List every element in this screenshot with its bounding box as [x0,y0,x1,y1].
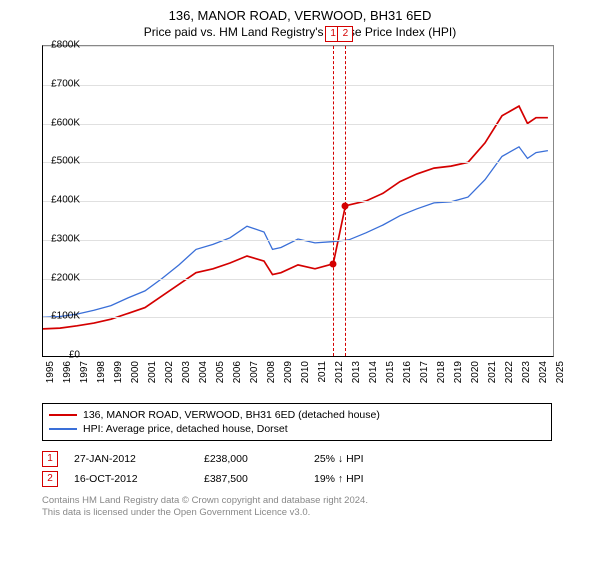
legend: 136, MANOR ROAD, VERWOOD, BH31 6ED (deta… [42,403,552,441]
sale-marker-icon: 2 [42,471,58,487]
chart-title: 136, MANOR ROAD, VERWOOD, BH31 6ED [0,8,600,23]
x-tick-label: 2020 [470,361,481,383]
attribution-line: This data is licensed under the Open Gov… [42,507,552,519]
x-tick-label: 2006 [232,361,243,383]
legend-swatch [49,428,77,430]
x-tick-label: 2009 [283,361,294,383]
gridline [43,279,553,280]
x-tick-label: 2014 [368,361,379,383]
sale-date: 27-JAN-2012 [74,453,204,465]
gridline [43,240,553,241]
x-tick-label: 2025 [555,361,566,383]
sale-vline [345,46,346,356]
sale-marker-icon: 1 [42,451,58,467]
x-tick-label: 1995 [45,361,56,383]
gridline [43,317,553,318]
sale-row: 1 27-JAN-2012 £238,000 25% ↓ HPI [42,449,552,469]
y-tick-label: £600K [51,117,80,128]
x-tick-label: 2011 [317,361,328,383]
gridline [43,46,553,47]
x-tick-label: 2001 [147,361,158,383]
sale-date: 16-OCT-2012 [74,473,204,485]
y-tick-label: £400K [51,195,80,206]
x-tick-label: 2013 [351,361,362,383]
x-tick-label: 2021 [487,361,498,383]
sale-pct-vs-hpi: 25% ↓ HPI [314,453,434,465]
attribution-line: Contains HM Land Registry data © Crown c… [42,495,552,507]
legend-row: 136, MANOR ROAD, VERWOOD, BH31 6ED (deta… [49,408,545,422]
x-tick-label: 2005 [215,361,226,383]
x-tick-label: 1999 [113,361,124,383]
y-tick-label: £800K [51,40,80,51]
gridline [43,162,553,163]
y-tick-label: £0 [69,350,80,361]
x-tick-label: 2024 [538,361,549,383]
sale-dot [342,202,349,209]
gridline [43,201,553,202]
x-tick-label: 2003 [181,361,192,383]
plot-region: 12 [42,45,554,357]
legend-row: HPI: Average price, detached house, Dors… [49,422,545,436]
x-tick-label: 2012 [334,361,345,383]
sale-marker-on-chart: 2 [337,26,353,42]
x-tick-label: 2016 [402,361,413,383]
series-line-price_paid [43,106,548,329]
gridline [43,85,553,86]
x-tick-label: 2002 [164,361,175,383]
gridline [43,124,553,125]
x-tick-label: 2022 [504,361,515,383]
x-tick-label: 2019 [453,361,464,383]
series-line-hpi [43,147,548,317]
x-tick-label: 2023 [521,361,532,383]
x-tick-label: 2017 [419,361,430,383]
chart-area: 12 1995 1996 1997 1998 1999 2000 2001 2002 2003 2… [42,45,594,395]
x-tick-label: 2004 [198,361,209,383]
sale-price: £387,500 [204,473,314,485]
y-tick-label: £300K [51,233,80,244]
y-tick-label: £700K [51,78,80,89]
x-tick-label: 2008 [266,361,277,383]
x-axis-labels: 1995 1996 1997 1998 1999 2000 2001 2002 2003 2004… [42,357,552,397]
legend-label: 136, MANOR ROAD, VERWOOD, BH31 6ED (deta… [83,409,380,421]
y-tick-label: £200K [51,272,80,283]
x-tick-label: 2018 [436,361,447,383]
x-tick-label: 1997 [79,361,90,383]
sales-table: 1 27-JAN-2012 £238,000 25% ↓ HPI 2 16-OC… [42,449,552,489]
legend-swatch [49,414,77,416]
attribution: Contains HM Land Registry data © Crown c… [42,495,552,519]
chart-subtitle: Price paid vs. HM Land Registry's House … [0,25,600,39]
y-tick-label: £100K [51,311,80,322]
y-tick-label: £500K [51,156,80,167]
x-tick-label: 2015 [385,361,396,383]
x-tick-label: 1996 [62,361,73,383]
sale-pct-vs-hpi: 19% ↑ HPI [314,473,434,485]
x-tick-label: 1998 [96,361,107,383]
x-tick-label: 2000 [130,361,141,383]
x-tick-label: 2010 [300,361,311,383]
sale-row: 2 16-OCT-2012 £387,500 19% ↑ HPI [42,469,552,489]
sale-vline [333,46,334,356]
legend-label: HPI: Average price, detached house, Dors… [83,423,288,435]
x-tick-label: 2007 [249,361,260,383]
sale-price: £238,000 [204,453,314,465]
sale-dot [330,260,337,267]
